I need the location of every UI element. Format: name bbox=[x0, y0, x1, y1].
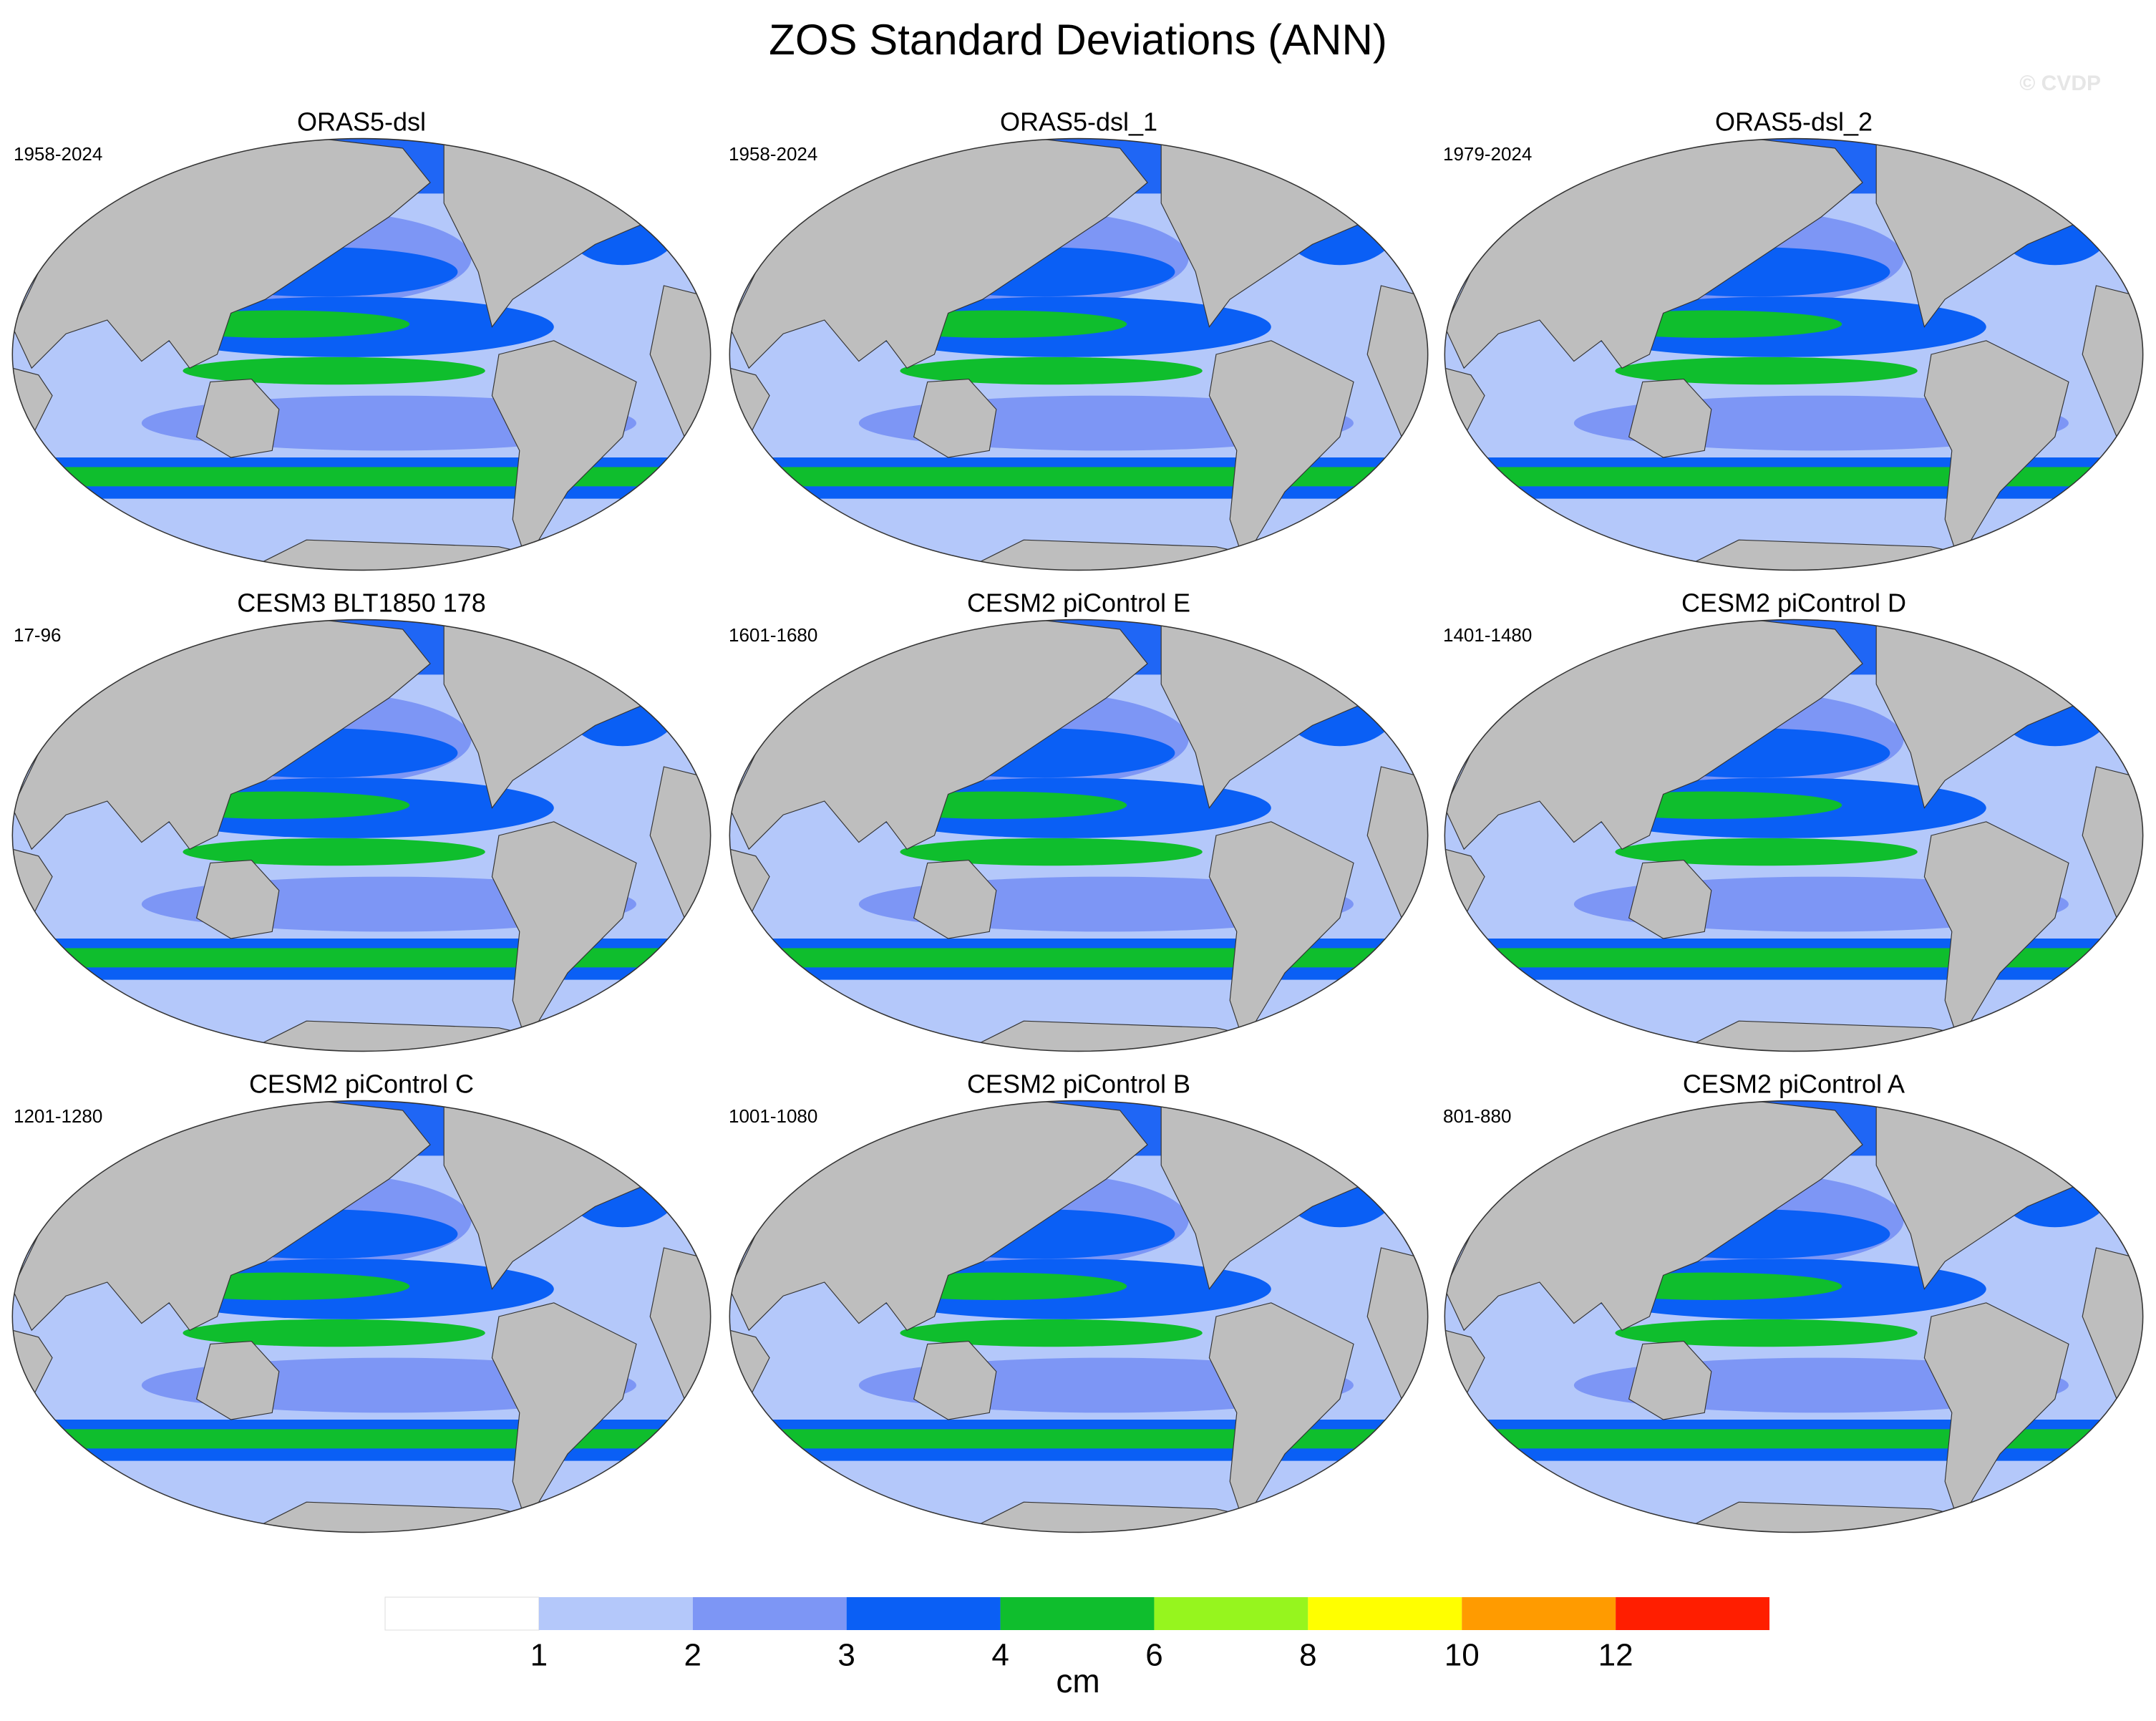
colorbar-box bbox=[384, 1596, 540, 1631]
colorbar-tick-label: 8 bbox=[1299, 1638, 1316, 1673]
panel-period: 1958-2024 bbox=[729, 143, 817, 165]
panel-title: CESM2 piControl C bbox=[249, 1070, 474, 1099]
map-panel bbox=[729, 616, 1436, 1055]
map-panel bbox=[12, 1097, 719, 1536]
colorbar-tick-label: 4 bbox=[991, 1638, 1009, 1673]
panel-period: 1601-1680 bbox=[729, 624, 817, 646]
panel-period: 17-96 bbox=[14, 624, 62, 646]
colorbar-box bbox=[846, 1597, 1001, 1630]
panel-period: 1979-2024 bbox=[1443, 143, 1532, 165]
panel-title: CESM2 piControl B bbox=[967, 1070, 1190, 1099]
panel-period: 1201-1280 bbox=[14, 1105, 102, 1127]
colorbar-tick-label: 1 bbox=[530, 1638, 548, 1673]
colorbar-box bbox=[1616, 1597, 1769, 1630]
colorbar-box bbox=[538, 1597, 693, 1630]
map-panel bbox=[1444, 616, 2151, 1055]
map-panel bbox=[12, 616, 719, 1055]
colorbar-tick-label: 10 bbox=[1444, 1638, 1480, 1673]
colorbar-tick-label: 2 bbox=[684, 1638, 701, 1673]
panel-period: 1001-1080 bbox=[729, 1105, 817, 1127]
colorbar-box bbox=[1154, 1597, 1308, 1630]
map-panel bbox=[1444, 135, 2151, 574]
colorbar-box bbox=[692, 1597, 847, 1630]
panel-title: CESM3 BLT1850 178 bbox=[237, 588, 486, 618]
panel-title: ORAS5-dsl_1 bbox=[1000, 107, 1157, 137]
map-panel bbox=[729, 135, 1436, 574]
figure-title: ZOS Standard Deviations (ANN) bbox=[769, 16, 1387, 64]
map-panel bbox=[1444, 1097, 2151, 1536]
colorbar-tick-label: 12 bbox=[1598, 1638, 1633, 1673]
colorbar-tick-label: 3 bbox=[837, 1638, 855, 1673]
panel-title: ORAS5-dsl_2 bbox=[1715, 107, 1873, 137]
colorbar-tick-label: 6 bbox=[1145, 1638, 1162, 1673]
panel-title: CESM2 piControl E bbox=[967, 588, 1190, 618]
panel-title: ORAS5-dsl bbox=[297, 107, 426, 137]
colorbar-box bbox=[1462, 1597, 1616, 1630]
map-panel bbox=[12, 135, 719, 574]
colorbar-box bbox=[1308, 1597, 1462, 1630]
colorbar-box bbox=[1000, 1597, 1155, 1630]
watermark: © CVDP bbox=[2019, 72, 2101, 95]
panel-period: 1401-1480 bbox=[1443, 624, 1532, 646]
colorbar-unit: cm bbox=[1056, 1662, 1099, 1700]
panel-title: CESM2 piControl A bbox=[1683, 1070, 1905, 1099]
panel-title: CESM2 piControl D bbox=[1681, 588, 1906, 618]
panel-period: 801-880 bbox=[1443, 1105, 1511, 1127]
map-panel bbox=[729, 1097, 1436, 1536]
panel-period: 1958-2024 bbox=[14, 143, 102, 165]
